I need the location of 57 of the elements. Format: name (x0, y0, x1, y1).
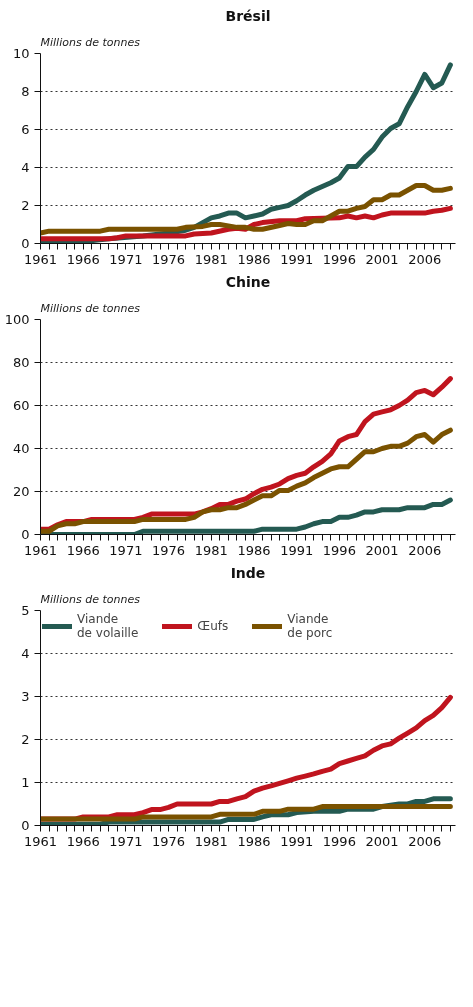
y-tick-label: 0 (21, 236, 30, 251)
y-tick-label: 2 (21, 198, 30, 213)
x-tick-label: 1986 (237, 833, 271, 849)
x-tick-label: 1991 (280, 833, 314, 849)
legend-label: Viande de volaille (77, 612, 139, 640)
y-tick-label: 6 (21, 122, 30, 137)
x-tick-label: 1966 (66, 251, 100, 267)
x-tick-label: 1976 (152, 251, 186, 267)
x-tick-label: 1981 (194, 833, 228, 849)
y-tick-label: 10 (12, 46, 30, 61)
y-tick-label: 80 (12, 355, 30, 370)
x-tick-label: 2006 (408, 251, 442, 267)
x-tick-label: 1986 (237, 251, 271, 267)
x-tick-label: 1971 (109, 833, 143, 849)
x-tick-label: 2001 (365, 251, 399, 267)
x-tick-label: 1991 (280, 251, 314, 267)
chart-title: Brésil (225, 7, 271, 24)
x-tick-label: 1961 (23, 833, 58, 849)
x-tick-label: 1981 (194, 251, 228, 267)
chart-title: Inde (230, 564, 266, 581)
x-tick-label: 1966 (66, 542, 100, 558)
y-tick-label: 3 (21, 689, 30, 704)
y-tick-label: 0 (21, 818, 30, 833)
x-tick-label: 2006 (408, 542, 442, 558)
y-tick-label: 20 (12, 484, 30, 499)
x-tick-label: 1996 (322, 542, 356, 558)
x-tick-label: 1996 (322, 251, 356, 267)
x-tick-label: 1971 (109, 251, 143, 267)
y-tick-label: 4 (21, 646, 30, 661)
legend-label: Viande de porc (287, 612, 333, 640)
y-tick-label: 1 (21, 775, 30, 790)
x-tick-label: 1976 (152, 833, 186, 849)
x-tick-label: 1971 (109, 542, 143, 558)
y-tick-label: 100 (4, 312, 30, 327)
y-axis-title: Millions de tonnes (40, 35, 141, 49)
x-tick-label: 1976 (152, 542, 186, 558)
x-tick-label: 1961 (23, 542, 58, 558)
y-tick-label: 40 (12, 441, 30, 456)
x-tick-label: 2001 (365, 833, 399, 849)
x-tick-label: 1981 (194, 542, 228, 558)
y-tick-label: 2 (21, 732, 30, 747)
x-tick-label: 1991 (280, 542, 314, 558)
x-tick-label: 2001 (365, 542, 399, 558)
y-tick-label: 8 (21, 84, 30, 99)
y-tick-label: 4 (21, 160, 30, 175)
legend-label: Œufs (197, 619, 229, 633)
x-tick-label: 2006 (408, 833, 442, 849)
x-tick-label: 1986 (237, 542, 271, 558)
y-tick-label: 60 (12, 398, 30, 413)
x-tick-label: 1996 (322, 833, 356, 849)
y-tick-label: 0 (21, 527, 30, 542)
x-tick-label: 1961 (23, 251, 58, 267)
chart-title: Chine (225, 273, 271, 290)
x-tick-label: 1966 (66, 833, 100, 849)
y-axis-title: Millions de tonnes (40, 592, 141, 606)
y-axis-title: Millions de tonnes (40, 301, 141, 315)
y-tick-label: 5 (21, 603, 30, 618)
